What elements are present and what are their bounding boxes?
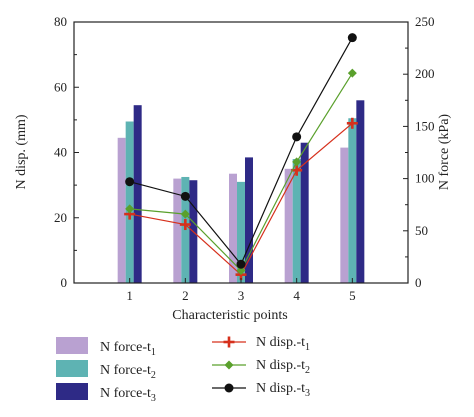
x-tick-label: 1	[126, 288, 133, 303]
legend-label-disp-t3: N disp.-t3	[256, 381, 310, 399]
bar-t1-point-2	[173, 178, 182, 283]
legend-label-subscript: 2	[305, 365, 310, 376]
x-tick-label: 5	[349, 288, 356, 303]
y-axis-right-title: N force (kPa)	[437, 114, 452, 191]
legend-marker-disp-t2	[224, 360, 234, 370]
legend-label-main: N disp.-t	[256, 381, 305, 396]
bar-t3-point-5	[356, 100, 365, 283]
plot-frame	[73, 21, 409, 284]
frame-layer: 0 20 40 60 80 0 50 100 150 200 250 1 2 3 4 5	[54, 14, 435, 303]
legend-label-subscript: 2	[151, 370, 156, 381]
lines-layer	[124, 33, 358, 281]
marker-disp-t3-point-1	[125, 177, 135, 187]
marker-disp-t2-point-2	[180, 209, 190, 219]
y-right-tick-label: 0	[415, 275, 422, 290]
marker-disp-t2-point-5	[347, 68, 357, 78]
bar-t3-point-3	[245, 157, 253, 283]
legend-marker-disp-t1	[223, 336, 235, 348]
x-tick-label: 4	[293, 288, 300, 303]
legend-label-subscript: 1	[151, 347, 156, 358]
y-right-tick-label: 50	[415, 223, 428, 238]
bar-t1-point-1	[117, 137, 126, 283]
y-left-tick-label: 20	[54, 210, 67, 225]
bar-t1-point-5	[340, 147, 349, 283]
marker-disp-t3-point-2	[180, 191, 190, 201]
legend-label-main: N disp.-t	[256, 358, 305, 373]
legend-marker-disp-t3	[224, 383, 234, 393]
bar-t2-point-5	[348, 118, 357, 284]
bar-t2-point-3	[237, 181, 245, 283]
marker-disp-t3-point-5	[347, 33, 357, 43]
bar-t3-point-4	[300, 142, 309, 283]
y-right-tick-label: 200	[415, 66, 435, 81]
legend-label-subscript: 3	[305, 388, 310, 399]
marker-disp-t3-point-3	[236, 259, 246, 269]
bars-layer	[117, 100, 365, 284]
marker-disp-t1-point-5	[346, 117, 358, 129]
y-left-tick-label: 60	[54, 79, 67, 94]
legend-label-subscript: 1	[305, 342, 310, 353]
bar-t2-point-4	[292, 159, 301, 283]
y-left-tick-label: 40	[54, 145, 67, 160]
bar-t1-point-4	[284, 168, 293, 283]
legend-swatch-force-t2	[56, 360, 88, 377]
bar-t1-point-3	[229, 173, 237, 283]
legend-label-force-t3: N force-t3	[100, 386, 156, 404]
marker-disp-t2-point-4	[292, 157, 302, 167]
legend-swatch-force-t1	[56, 337, 88, 354]
legend-label-disp-t1: N disp.-t1	[256, 335, 310, 353]
y-left-tick-label: 0	[61, 275, 68, 290]
y-right-tick-label: 250	[415, 14, 435, 29]
marker-disp-t2-point-3	[236, 265, 246, 275]
bar-t2-point-1	[125, 121, 134, 283]
x-tick-label: 2	[182, 288, 189, 303]
legend-label-main: N force-t	[100, 386, 151, 401]
legend: N force-t1N force-t2N force-t3N disp.-t1…	[56, 335, 310, 404]
marker-disp-t2-point-1	[125, 204, 135, 214]
marker-disp-t3-point-4	[292, 132, 302, 142]
legend-label-force-t1: N force-t1	[100, 340, 156, 358]
legend-swatch-force-t3	[56, 383, 88, 400]
y-right-tick-label: 100	[415, 171, 435, 186]
legend-label-force-t2: N force-t2	[100, 363, 156, 381]
legend-label-main: N force-t	[100, 363, 151, 378]
legend-label-subscript: 3	[151, 393, 156, 404]
x-axis-title: Characteristic points	[172, 308, 287, 323]
marker-disp-t1-point-2	[179, 219, 191, 231]
x-tick-label: 3	[238, 288, 245, 303]
bar-t3-point-1	[133, 105, 142, 283]
y-right-tick-label: 150	[415, 118, 435, 133]
y-left-tick-label: 80	[54, 14, 67, 29]
y-axis-left-title: N disp. (mm)	[14, 114, 29, 189]
legend-label-main: N disp.-t	[256, 335, 305, 350]
legend-label-main: N force-t	[100, 340, 151, 355]
legend-label-disp-t2: N disp.-t2	[256, 358, 310, 376]
